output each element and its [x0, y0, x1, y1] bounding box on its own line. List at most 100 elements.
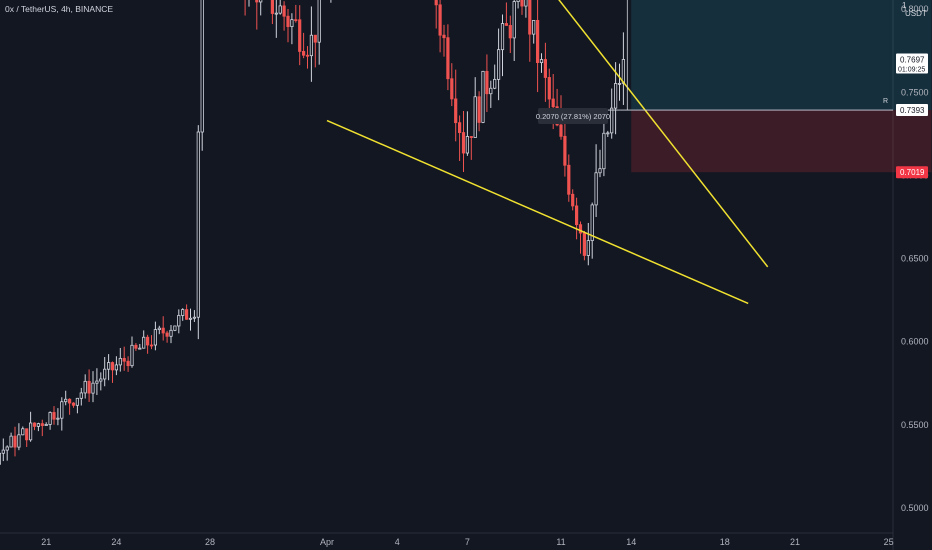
- candle-body: [551, 98, 555, 108]
- candle-body: [512, 1, 516, 39]
- candle-body: [25, 428, 29, 441]
- candle-body: [75, 397, 79, 406]
- candle-body: [450, 78, 454, 100]
- candle-body: [126, 360, 130, 367]
- price-tick-label: 0.6500: [901, 254, 929, 264]
- candle-body: [142, 336, 146, 349]
- candle-body: [493, 78, 497, 89]
- candle-body: [188, 317, 193, 320]
- candle-body: [192, 316, 196, 319]
- candle-body: [457, 122, 462, 133]
- candle-body: [516, 0, 520, 2]
- candle-body: [602, 132, 606, 170]
- price-tick-label: 0.8000: [901, 4, 929, 14]
- time-tick-label: 4: [395, 537, 400, 547]
- candle-body: [500, 23, 505, 51]
- time-tick-label: 11: [556, 537, 565, 547]
- candle-body: [134, 344, 138, 349]
- measure-label-box[interactable]: [538, 108, 608, 124]
- loss-zone[interactable]: [631, 110, 932, 173]
- candle-body: [122, 357, 126, 362]
- price-axis[interactable]: 1.05001.00000.95000.90000.85000.80000.75…: [896, 0, 929, 513]
- candle-body: [95, 380, 99, 384]
- price-tick-label: 0.5000: [901, 503, 929, 513]
- candle-body: [9, 435, 13, 448]
- candle-body: [177, 315, 181, 327]
- candle-body: [582, 232, 587, 256]
- candle-body: [0, 452, 2, 465]
- entry-price-tag-box[interactable]: [896, 104, 928, 117]
- symbol-title: 0x / TetherUS, 4h, BINANCE: [5, 4, 113, 14]
- candle-body: [145, 336, 150, 346]
- candle-body: [442, 34, 446, 39]
- candle-body: [79, 392, 83, 399]
- candle-body: [547, 77, 551, 100]
- candle-body: [469, 136, 473, 138]
- candle-body: [60, 401, 64, 419]
- time-tick-label: 21: [41, 537, 51, 547]
- time-tick-label: 28: [205, 537, 215, 547]
- candle-body: [481, 70, 485, 123]
- candle-body: [610, 107, 614, 134]
- candle-body: [473, 96, 477, 138]
- candle-body: [1, 449, 5, 454]
- trendline-lower[interactable]: [326, 119, 749, 305]
- candle-body: [606, 132, 610, 135]
- candle-body: [153, 329, 157, 346]
- candle-body: [485, 70, 489, 95]
- candle-body: [594, 172, 598, 206]
- candle-body: [118, 357, 122, 366]
- candle-body: [114, 364, 118, 371]
- candle-body: [87, 380, 91, 394]
- time-axis[interactable]: 17212428Apr47111418212528: [0, 537, 932, 547]
- profit-zone[interactable]: [631, 0, 932, 111]
- candle-body: [169, 329, 173, 337]
- candle-body: [543, 59, 548, 78]
- candle-body: [461, 132, 466, 154]
- candle-body: [107, 362, 111, 370]
- candle-body: [298, 19, 302, 52]
- candle-body: [68, 398, 72, 404]
- candle-body: [173, 325, 177, 331]
- candle-body: [32, 422, 37, 427]
- candle-body: [524, 0, 528, 7]
- candle-body: [36, 423, 41, 427]
- candle-body: [83, 380, 87, 394]
- last-price-label: 0.7697: [900, 55, 925, 64]
- candle-body: [454, 98, 458, 124]
- candle-body: [532, 19, 536, 35]
- candle-body: [290, 19, 294, 28]
- candle-body: [567, 164, 571, 195]
- candle-body: [17, 434, 21, 448]
- candle-body: [301, 51, 306, 56]
- last-price-box[interactable]: [896, 53, 928, 74]
- candle-body: [5, 446, 9, 451]
- candle-body: [91, 382, 95, 394]
- candle-body: [196, 131, 200, 318]
- candle-body: [539, 59, 544, 63]
- candle-body: [130, 344, 134, 367]
- candle-body: [617, 82, 622, 85]
- trendline-upper[interactable]: [378, 0, 769, 268]
- candle-body: [270, 0, 275, 14]
- drawings-layer[interactable]: R 0.2070 (27.81%) 2070: [326, 0, 893, 305]
- stop-loss-tag-box[interactable]: [896, 166, 928, 179]
- candle-body: [586, 240, 590, 256]
- candle-body: [282, 5, 286, 17]
- candle-body: [184, 309, 189, 320]
- long-position-tool[interactable]: [631, 0, 932, 173]
- candle-body: [40, 423, 44, 426]
- time-tick-label: 21: [790, 537, 800, 547]
- candle-body: [508, 25, 512, 39]
- candle-body: [305, 54, 310, 57]
- candle-body: [489, 87, 493, 95]
- candle-body: [181, 309, 185, 316]
- candle-body: [274, 12, 278, 15]
- entry-price-tag-label: 0.7393: [900, 106, 925, 115]
- candles-layer: [0, 0, 626, 465]
- measure-label: 0.2070 (27.81%) 2070: [536, 112, 610, 121]
- candle-body: [434, 0, 438, 6]
